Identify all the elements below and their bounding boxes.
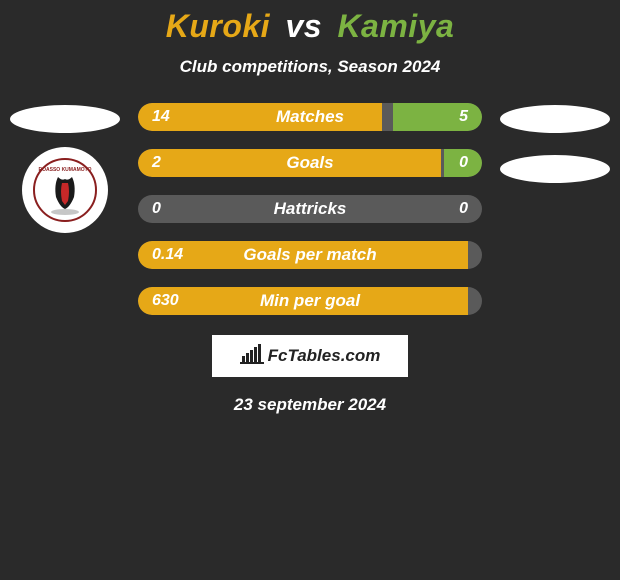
player2-ellipse-1 [500, 105, 610, 133]
bar-label: Min per goal [138, 287, 482, 315]
page-title: Kuroki vs Kamiya [0, 8, 620, 45]
title-player2: Kamiya [337, 8, 454, 44]
bar-value-right: 0 [459, 195, 468, 223]
brand-box: FcTables.com [212, 335, 408, 377]
player1-ellipse [10, 105, 120, 133]
subtitle: Club competitions, Season 2024 [0, 57, 620, 77]
stat-bar: 630Min per goal [138, 287, 482, 315]
bar-label: Goals per match [138, 241, 482, 269]
club-crest-icon: ROASSO KUMAMOTO [32, 157, 98, 223]
player2-ellipse-2 [500, 155, 610, 183]
stat-bar: 0Hattricks0 [138, 195, 482, 223]
bar-value-right: 0 [459, 149, 468, 177]
date-text: 23 september 2024 [0, 395, 620, 415]
stat-bar: 0.14Goals per match [138, 241, 482, 269]
left-column: ROASSO KUMAMOTO [10, 103, 120, 233]
club-badge-left: ROASSO KUMAMOTO [22, 147, 108, 233]
bar-label: Goals [138, 149, 482, 177]
bar-value-right: 5 [459, 103, 468, 131]
stat-bars: 14Matches52Goals00Hattricks00.14Goals pe… [138, 103, 482, 315]
title-player1: Kuroki [166, 8, 270, 44]
main-row: ROASSO KUMAMOTO 14Matches52Goals00Hattri… [0, 103, 620, 315]
stat-bar: 2Goals0 [138, 149, 482, 177]
bar-label: Hattricks [138, 195, 482, 223]
right-column [500, 103, 610, 183]
bar-chart-icon [240, 344, 264, 369]
svg-text:ROASSO KUMAMOTO: ROASSO KUMAMOTO [39, 167, 92, 173]
brand-text: FcTables.com [268, 346, 381, 366]
infographic-container: Kuroki vs Kamiya Club competitions, Seas… [0, 0, 620, 415]
stat-bar: 14Matches5 [138, 103, 482, 131]
bar-label: Matches [138, 103, 482, 131]
title-vs: vs [285, 8, 322, 44]
